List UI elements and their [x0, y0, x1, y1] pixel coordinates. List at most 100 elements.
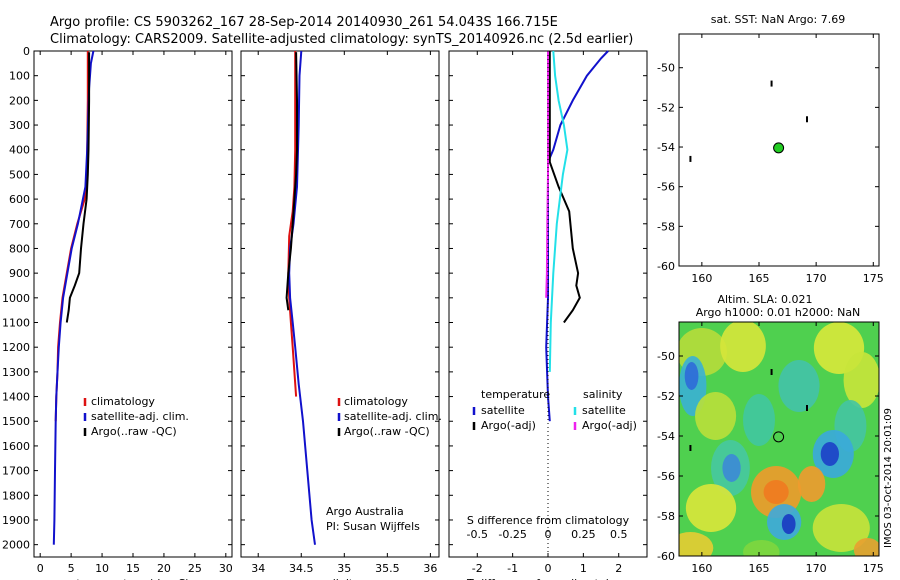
- x-tick-label: 175: [863, 562, 884, 575]
- x-tick-label: 34: [251, 562, 265, 575]
- legend-climatology-label: climatology: [344, 395, 408, 408]
- legend-s-argo-label: Argo(-adj): [582, 419, 637, 432]
- float-track-point: [806, 405, 808, 411]
- float-track-point: [770, 80, 773, 87]
- y-tick-label: 1000: [2, 292, 30, 305]
- salinity-panel: 34 34.5 35 35.5 36 salinity: [240, 50, 440, 580]
- y-tick-label: 2000: [2, 539, 30, 552]
- heatmap-cell: [797, 466, 826, 502]
- y-tick-label: 1400: [2, 391, 30, 404]
- heatmap-cell: [843, 352, 879, 408]
- heatmap-cell: [763, 480, 789, 504]
- x-tick-label: 170: [806, 562, 827, 575]
- series-climatology: [287, 51, 298, 397]
- x2-axis-label: S difference from climatology: [467, 514, 630, 527]
- y-tick-label: -52: [657, 390, 675, 403]
- x-axis-label: salinity: [320, 577, 360, 580]
- map-frame: [678, 33, 880, 267]
- x2-tick-label: -0.5: [467, 528, 488, 541]
- x-tick-label: -2: [472, 562, 483, 575]
- heatmap-cell: [853, 538, 879, 556]
- y-tick-label: 1800: [2, 489, 30, 502]
- heatmap-cell: [685, 484, 737, 532]
- series-satellite-adj-clim-: [288, 50, 316, 545]
- credits-line-1: Argo Australia: [326, 505, 404, 518]
- legend-t-argo-label: Argo(-adj): [481, 419, 536, 432]
- float-track-point: [806, 116, 808, 123]
- sla-map-title-line-2: Argo h1000: 0.01 h2000: NaN: [696, 306, 861, 319]
- x-tick-label: 5: [68, 562, 75, 575]
- timestamp-watermark: IMOS 03-Oct-2014 20:01:09: [883, 408, 894, 548]
- temperature-legend: climatology satellite-adj. clim. Argo(..…: [83, 395, 189, 438]
- legend-t-satellite-label: satellite: [481, 404, 525, 417]
- y-tick-label: 1700: [2, 465, 30, 478]
- x-tick-label: 25: [188, 562, 202, 575]
- y-tick-label: 700: [9, 218, 30, 231]
- map-frame: [678, 321, 880, 557]
- legend-satellite-label: satellite-adj. clim.: [91, 410, 189, 423]
- y-tick-label: 1600: [2, 440, 30, 453]
- x2-tick-label: -0.25: [498, 528, 526, 541]
- x-tick-label: 20: [157, 562, 171, 575]
- y-tick-label: -58: [657, 220, 675, 233]
- series-argo-raw-qc-: [285, 52, 298, 311]
- y-tick-label: 1300: [2, 366, 30, 379]
- y-tick-label: -50: [657, 350, 675, 363]
- x-tick-label: 2: [615, 562, 622, 575]
- plot-frame: [33, 50, 233, 558]
- legend-argo-label: Argo(..raw -QC): [91, 425, 177, 438]
- heatmap-cell: [684, 362, 699, 390]
- heatmap-cell: [720, 322, 766, 372]
- y-tick-label: 200: [9, 94, 30, 107]
- y-tick-label: -60: [657, 260, 675, 273]
- heatmap-cell: [812, 504, 870, 552]
- heatmap: [679, 322, 879, 556]
- x-tick-label: 30: [219, 562, 233, 575]
- y-tick-label: 1900: [2, 514, 30, 527]
- y-tick-label: -56: [657, 470, 675, 483]
- legend-temperature-heading: temperature: [481, 388, 550, 401]
- x2-tick-label: 0: [545, 528, 552, 541]
- difference-panel: -2 -1 0 1 2 T difference from climatology -0.5…: [448, 50, 648, 580]
- y-tick-label: 300: [9, 119, 30, 132]
- x2-tick-label: 0.5: [610, 528, 628, 541]
- y-tick-label: 1100: [2, 317, 30, 330]
- x-tick-label: 165: [749, 562, 770, 575]
- x-tick-label: 0: [545, 562, 552, 575]
- temperature-panel: 0100200300400500600700800900100011001200…: [2, 45, 233, 580]
- x2-tick-label: 0.25: [571, 528, 596, 541]
- y-tick-label: 500: [9, 168, 30, 181]
- credits-line-2: PI: Susan Wijffels: [326, 520, 420, 533]
- legend-salinity-heading: salinity: [583, 388, 623, 401]
- heatmap-cell: [781, 514, 796, 534]
- legend-s-satellite-label: satellite: [582, 404, 626, 417]
- legend-argo-label: Argo(..raw -QC): [344, 425, 430, 438]
- series-temperature-argo-adj-: [548, 51, 581, 324]
- y-tick-label: 0: [23, 45, 30, 58]
- heatmap-cell: [695, 392, 737, 440]
- sst-map-title: sat. SST: NaN Argo: 7.69: [711, 13, 845, 26]
- x-tick-label: 165: [749, 272, 770, 285]
- x-tick-label: 15: [126, 562, 140, 575]
- sla-map-panel: -50 -52 -54 -56 -58 -60 160 165 170 175: [657, 321, 884, 575]
- legend-satellite-label: satellite-adj. clim.: [344, 410, 442, 423]
- x-tick-label: 35.5: [375, 562, 400, 575]
- title-line-2: Climatology: CARS2009. Satellite-adjuste…: [50, 32, 633, 47]
- y-tick-label: 600: [9, 193, 30, 206]
- sst-map-panel: -50 -52 -54 -56 -58 -60 160 165 170 175: [657, 33, 884, 285]
- argo-position-marker: [773, 142, 785, 154]
- heatmap-cell: [679, 532, 714, 556]
- x-tick-label: 175: [863, 272, 884, 285]
- x-tick-label: 160: [691, 562, 712, 575]
- plot-frame: [240, 50, 440, 558]
- legend-climatology-label: climatology: [91, 395, 155, 408]
- x-tick-label: 10: [95, 562, 109, 575]
- x-tick-label: 36: [423, 562, 437, 575]
- x-tick-label: 160: [691, 272, 712, 285]
- x-tick-label: 34.5: [289, 562, 314, 575]
- y-tick-label: -52: [657, 101, 675, 114]
- y-tick-label: 100: [9, 70, 30, 83]
- title-line-1: Argo profile: CS 5903262_167 28-Sep-2014…: [50, 15, 558, 30]
- y-tick-label: -60: [657, 550, 675, 563]
